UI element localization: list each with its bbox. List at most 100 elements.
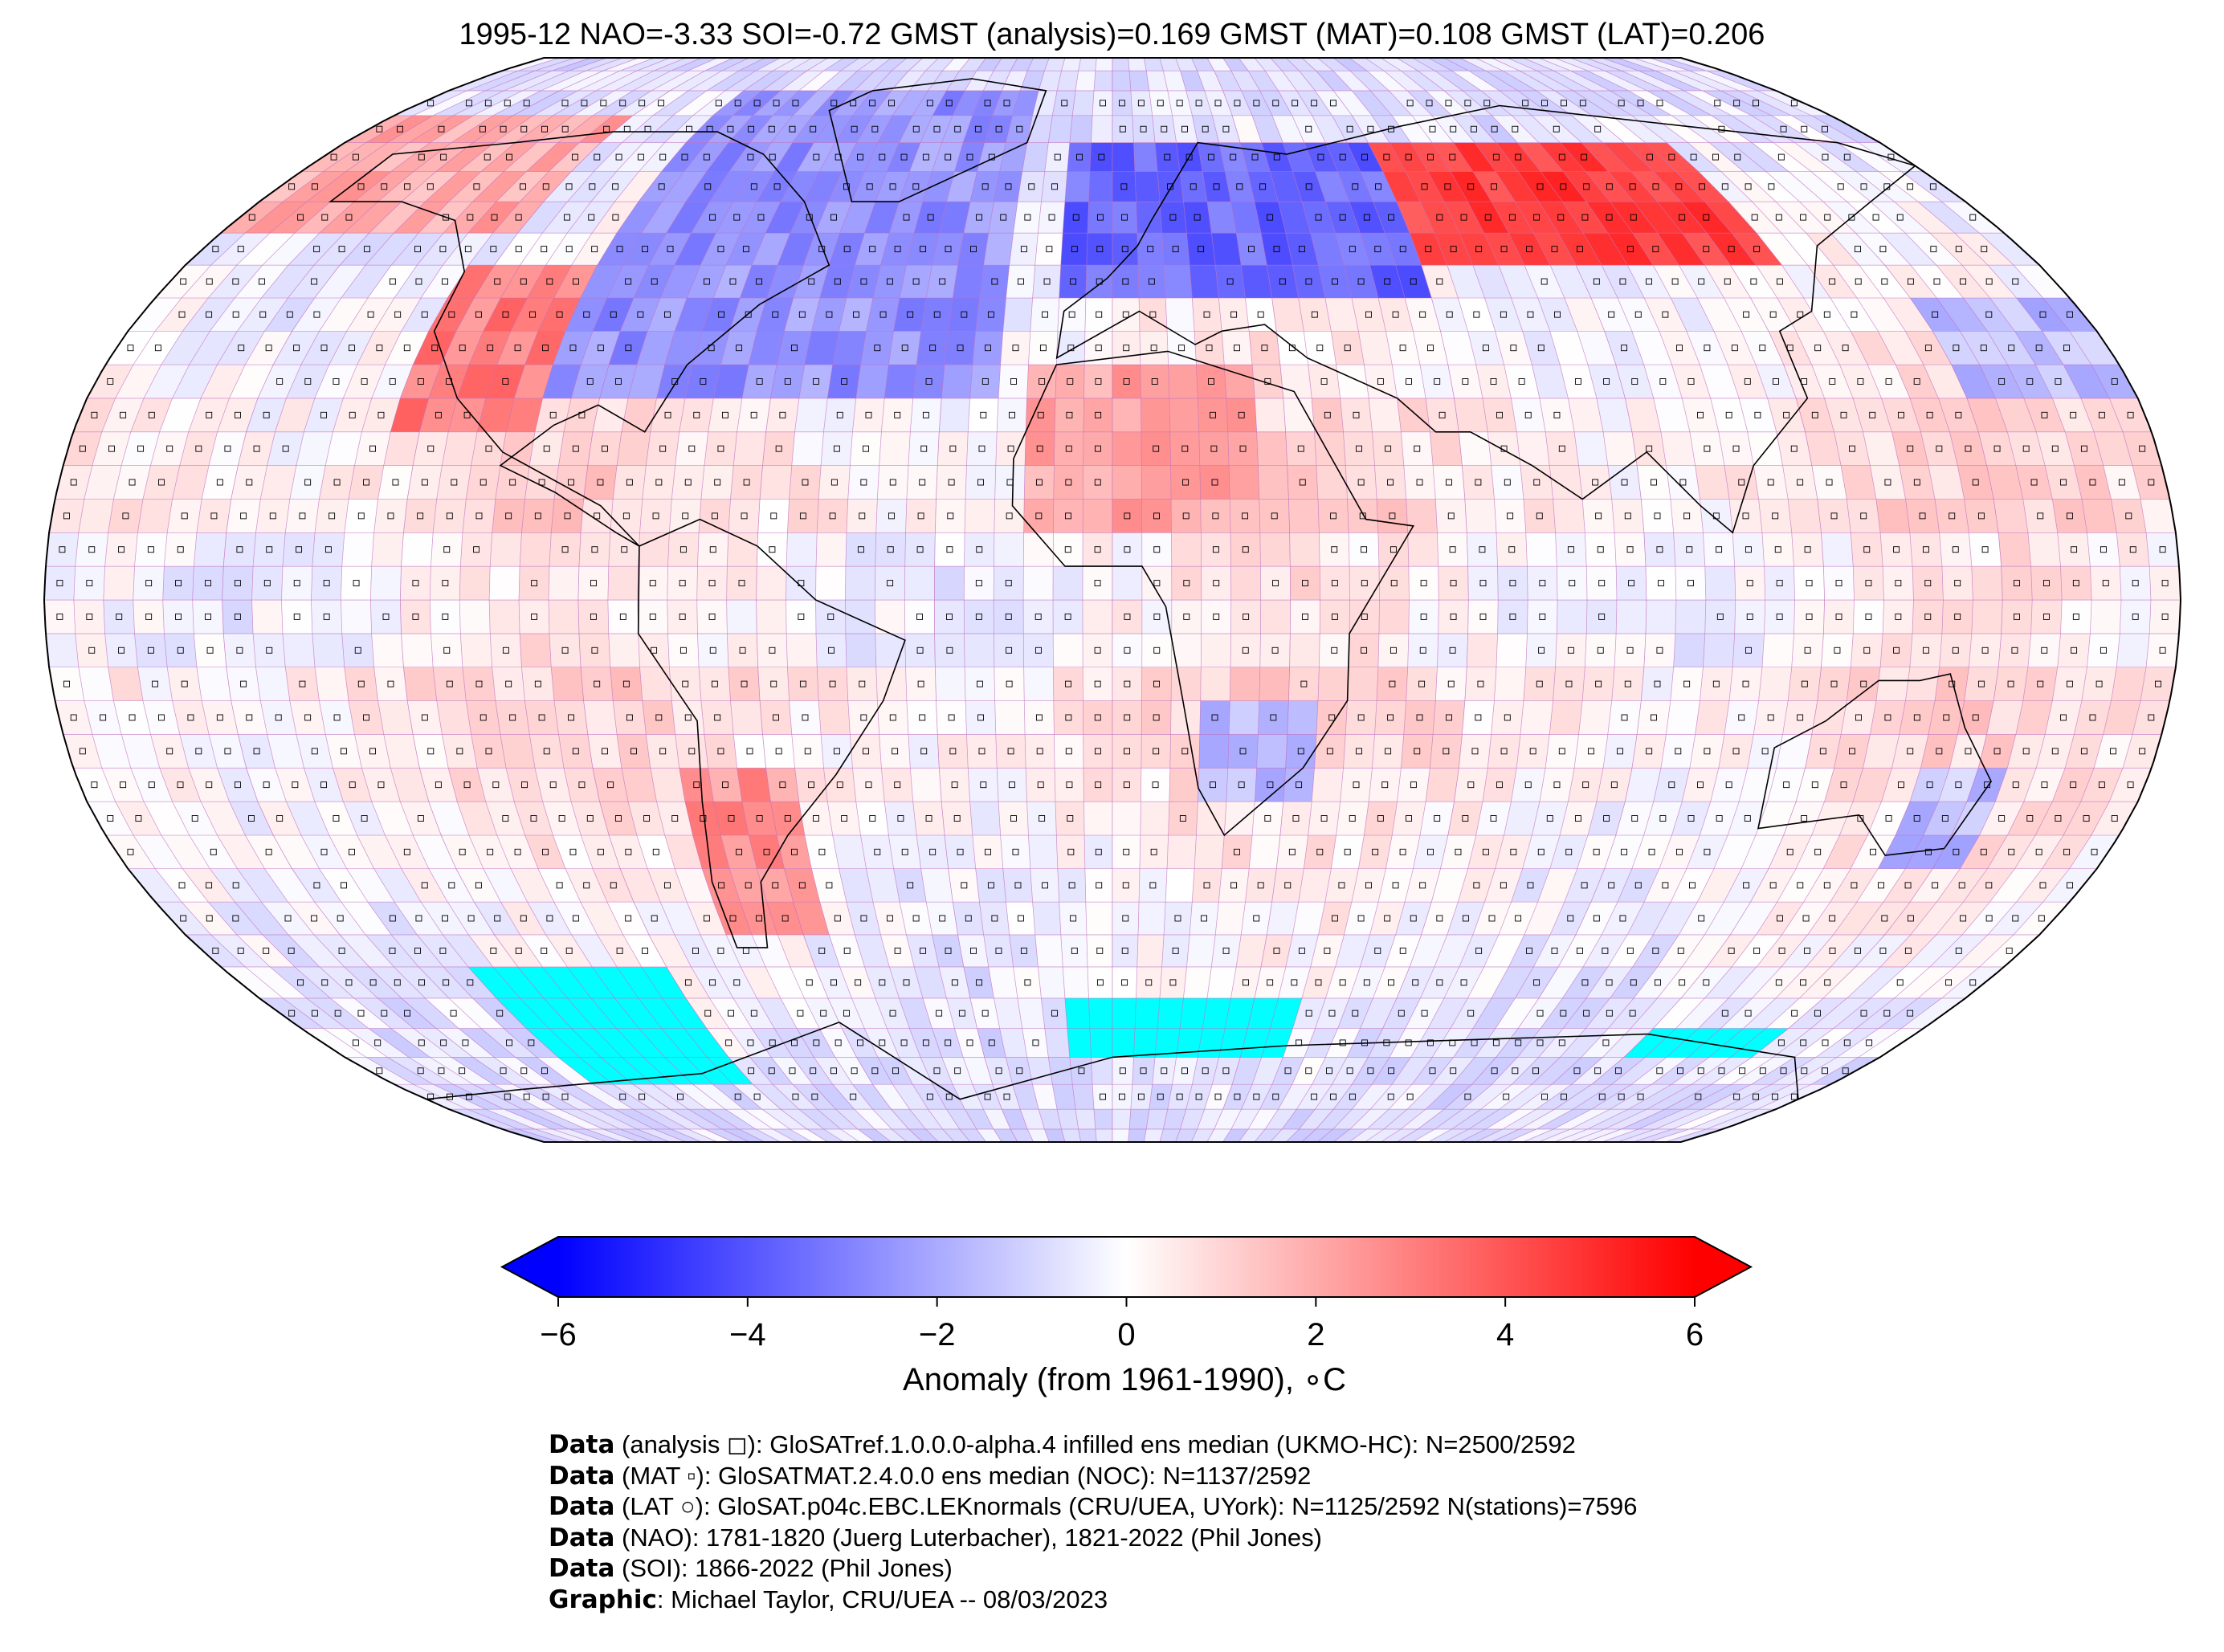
analysis-marker (652, 848, 659, 855)
analysis-marker (658, 183, 665, 190)
analysis-marker (939, 278, 946, 285)
analysis-marker (945, 613, 953, 620)
analysis-marker (1557, 214, 1565, 221)
analysis-marker (1257, 311, 1264, 318)
anomaly-cell (1022, 142, 1049, 172)
analysis-marker (340, 748, 347, 755)
analysis-marker (860, 479, 867, 486)
analysis-marker (1201, 915, 1208, 922)
analysis-marker (1981, 246, 1988, 253)
analysis-marker (763, 848, 770, 855)
analysis-marker (836, 781, 843, 789)
analysis-marker (977, 479, 985, 486)
analysis-marker (502, 815, 509, 822)
analysis-marker (1725, 411, 1732, 418)
analysis-marker (2139, 445, 2146, 452)
analysis-marker (1954, 580, 1961, 587)
analysis-marker (1897, 781, 1904, 789)
analysis-marker (435, 411, 442, 418)
analysis-marker (1739, 1067, 1746, 1075)
analysis-marker (1253, 1093, 1260, 1100)
analysis-marker (1608, 311, 1615, 318)
analysis-marker (1429, 125, 1436, 133)
analysis-marker (933, 1067, 941, 1075)
analysis-marker (1679, 479, 1687, 486)
anomaly-cell (583, 700, 618, 735)
analysis-marker (1822, 1039, 1829, 1046)
analysis-marker (1791, 1010, 1798, 1017)
analysis-marker (1583, 183, 1590, 190)
analysis-marker (853, 311, 859, 318)
analysis-marker (1119, 100, 1125, 107)
analysis-marker (1721, 1010, 1728, 1017)
analysis-marker (1941, 815, 1949, 822)
analysis-marker (1450, 125, 1457, 133)
analysis-marker (1462, 378, 1469, 385)
analysis-marker (1234, 848, 1240, 855)
analysis-marker (1742, 512, 1749, 520)
analysis-marker (784, 378, 791, 385)
analysis-marker (1222, 947, 1230, 954)
analysis-marker (977, 680, 983, 687)
anomaly-cell (312, 633, 345, 668)
analysis-marker (1637, 100, 1644, 107)
analysis-marker (248, 815, 255, 822)
analysis-marker (1242, 546, 1249, 553)
analysis-marker (520, 125, 528, 133)
analysis-marker (829, 680, 836, 687)
missing-cell (1112, 1028, 1136, 1058)
analysis-marker (2042, 613, 2050, 620)
analysis-marker (925, 378, 932, 385)
analysis-marker (1036, 748, 1043, 755)
analysis-marker (1926, 781, 1933, 789)
analysis-marker (531, 613, 538, 620)
analysis-marker (417, 1067, 424, 1075)
analysis-marker (703, 278, 710, 285)
analysis-marker (708, 613, 716, 620)
analysis-marker (1500, 882, 1507, 889)
analysis-marker (1860, 183, 1867, 190)
analysis-marker (1835, 613, 1842, 620)
analysis-marker (1211, 479, 1218, 486)
analysis-marker (1594, 125, 1602, 133)
analysis-marker (1377, 815, 1384, 822)
analysis-marker (1558, 1039, 1565, 1046)
analysis-marker (1328, 714, 1336, 721)
analysis-marker (1490, 378, 1497, 385)
colorbar-tick-label: −4 (729, 1317, 766, 1352)
analysis-marker (1182, 512, 1190, 520)
analysis-marker (369, 979, 377, 986)
analysis-marker (234, 781, 241, 789)
analysis-marker (1732, 748, 1740, 755)
analysis-marker (583, 882, 590, 889)
analysis-marker (1414, 748, 1421, 755)
analysis-marker (966, 1039, 973, 1046)
analysis-marker (1855, 947, 1861, 954)
analysis-marker (954, 1067, 961, 1075)
analysis-marker (677, 1093, 684, 1100)
analysis-marker (1363, 979, 1370, 986)
anomaly-cell (251, 599, 284, 634)
analysis-marker (1865, 613, 1872, 620)
analysis-marker (1538, 647, 1545, 654)
analysis-marker (1316, 848, 1324, 855)
analysis-marker (177, 647, 184, 654)
analysis-marker (775, 748, 782, 755)
analysis-marker (614, 815, 622, 822)
analysis-marker (1035, 714, 1043, 721)
anomaly-cell (1095, 58, 1113, 71)
analysis-marker (448, 311, 455, 318)
analysis-marker (1036, 445, 1043, 452)
analysis-marker (462, 1039, 469, 1046)
analysis-marker (830, 100, 838, 107)
analysis-marker (1210, 411, 1216, 418)
analysis-marker (1153, 546, 1161, 553)
analysis-marker (779, 781, 786, 789)
analysis-marker (984, 100, 991, 107)
analysis-marker (879, 1039, 886, 1046)
analysis-marker (1020, 947, 1027, 954)
analysis-marker (1801, 125, 1808, 133)
analysis-marker (1822, 1067, 1828, 1075)
analysis-marker (1960, 278, 1967, 285)
analysis-marker (1949, 512, 1956, 520)
